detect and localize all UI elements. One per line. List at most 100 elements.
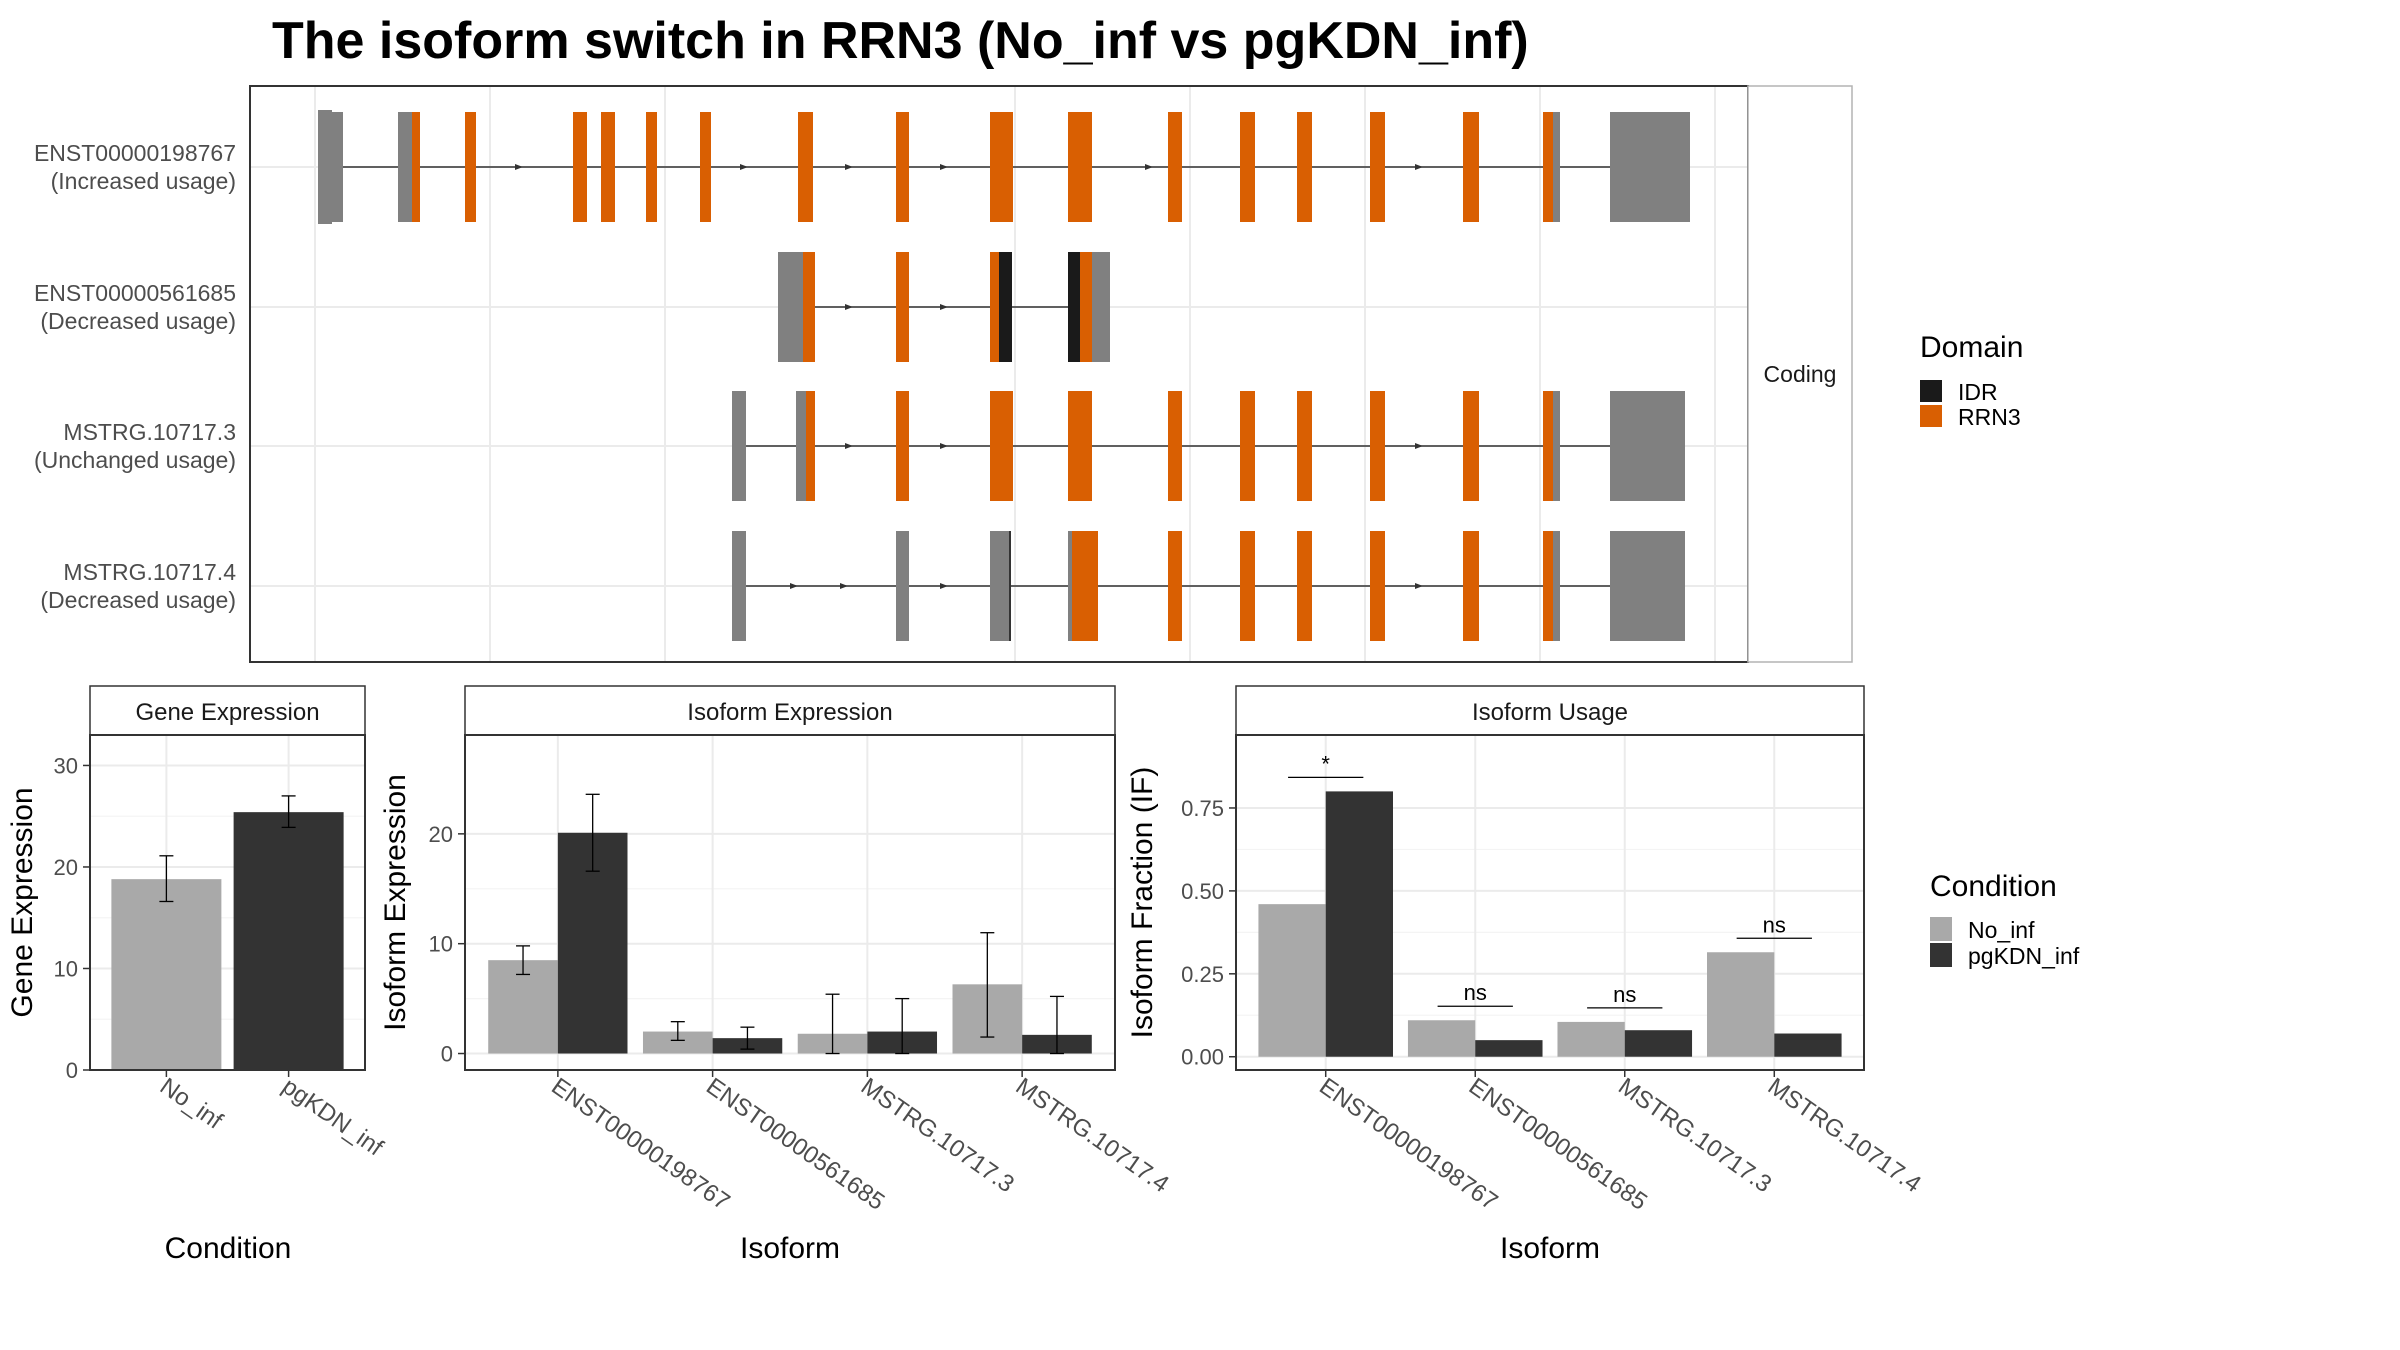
panel-strip: [89, 685, 366, 736]
transcript-labels: ENST00000198767(Increased usage) ENST0000…: [34, 140, 236, 613]
transcript-name-label: ENST00000198767: [34, 140, 236, 166]
bar-no_inf: [1707, 952, 1775, 1057]
strand-arrow: [740, 164, 748, 170]
transcript-usage-label: (Unchanged usage): [34, 447, 236, 473]
exon-rrn3: [896, 252, 909, 362]
exon-rrn3: [601, 112, 615, 222]
significance-label: ns: [1613, 982, 1636, 1007]
strand-arrow: [940, 164, 948, 170]
utr-block: [318, 110, 332, 224]
legend-swatch-idr: [1920, 380, 1942, 402]
x-tick-label: MSTRG.10717.4: [1763, 1073, 1926, 1198]
exon-utr: [331, 112, 343, 222]
panel-frame: [1235, 734, 1865, 1071]
exon-rrn3: [1168, 112, 1182, 222]
exon-rrn3: [1240, 391, 1255, 501]
utr-block: [1610, 558, 1685, 614]
transcript-usage-label: (Decreased usage): [40, 308, 236, 334]
exon-utr: [778, 252, 803, 362]
exon-rrn3: [1068, 112, 1092, 222]
legend-label-rrn3: RRN3: [1958, 404, 2021, 430]
y-axis-title: Gene Expression: [6, 787, 39, 1017]
exon-utr: [732, 391, 746, 501]
exon-rrn3: [798, 112, 813, 222]
transcript-usage-label: (Decreased usage): [40, 587, 236, 613]
x-tick-label: MSTRG.10717.4: [1011, 1073, 1174, 1198]
transcript-name-label: MSTRG.10717.4: [63, 559, 236, 585]
exon-rrn3: [1370, 112, 1385, 222]
chart-gene-expression: Gene Expression No_inf pgKDN_inf 0 10 20 30 Con…: [6, 685, 388, 1265]
exon-rrn3: [1168, 391, 1182, 501]
y-tick-label: 20: [54, 855, 78, 880]
y-tick-label: 20: [429, 822, 453, 847]
y-tick-label: 10: [54, 956, 78, 981]
bar-pgkdn_inf: [1475, 1040, 1543, 1057]
coding-strip: [1747, 85, 1853, 663]
exon-rrn3: [412, 112, 420, 222]
exon-rrn3: [1370, 531, 1385, 641]
exon-rrn3: [1463, 531, 1479, 641]
exon-rrn3: [803, 252, 815, 362]
chart-isoform-usage: Isoform Usage*ENST00000198767nsENST00000…: [1126, 685, 1926, 1265]
strand-arrow: [515, 164, 523, 170]
x-axis-title: Isoform: [740, 1232, 840, 1265]
exon-utr: [1092, 252, 1110, 362]
exon-utr: [732, 531, 746, 641]
exon-rrn3: [1543, 531, 1553, 641]
exon-rrn3: [896, 112, 909, 222]
y-tick-label: 0.00: [1181, 1045, 1224, 1070]
strand-arrow: [845, 443, 853, 449]
exon-rrn3: [990, 391, 1013, 501]
x-axis-title: Isoform: [1500, 1232, 1600, 1265]
significance-label: ns: [1763, 912, 1786, 937]
panel-strip-title: Isoform Expression: [687, 699, 892, 726]
significance-label: *: [1321, 751, 1330, 776]
bar-no_inf: [111, 879, 222, 1070]
significance-label: ns: [1464, 980, 1487, 1005]
x-tick-label: No_inf: [155, 1073, 228, 1135]
bar-no_inf: [1258, 904, 1326, 1057]
exon-rrn3: [896, 391, 909, 501]
bar-no_inf: [1557, 1021, 1625, 1057]
transcript-usage-label: (Increased usage): [51, 168, 236, 194]
exon-rrn3: [1543, 112, 1553, 222]
x-tick-label: pgKDN_inf: [277, 1073, 388, 1162]
exon-utr: [1553, 112, 1560, 222]
exon-rrn3: [1240, 531, 1255, 641]
x-tick-label: MSTRG.10717.3: [856, 1073, 1019, 1198]
domain-legend: Domain IDR RRN3: [1920, 331, 2023, 430]
condition-legend: Condition No_inf pgKDN_inf: [1930, 870, 2080, 969]
exon-idr: [999, 252, 1012, 362]
strand-arrow: [1415, 583, 1423, 589]
domain-legend-title: Domain: [1920, 331, 2023, 364]
exon-rrn3: [1463, 391, 1479, 501]
panel-frame: [464, 734, 1116, 1071]
strand-arrow: [845, 304, 853, 310]
exon-rrn3: [1543, 391, 1553, 501]
bar-no_inf: [488, 960, 558, 1054]
bar-pgkdn_inf: [1325, 791, 1393, 1057]
bar-pgkdn_inf: [1624, 1030, 1693, 1057]
exon-utr: [398, 112, 412, 222]
legend-swatch-rrn3: [1920, 405, 1942, 427]
panel-strip-title: Gene Expression: [135, 699, 319, 726]
exon-utr: [990, 531, 1010, 641]
panel-frame: [89, 734, 366, 1071]
y-tick-label: 0.50: [1181, 879, 1224, 904]
exon-rrn3: [806, 391, 815, 501]
bar-pgkdn_inf: [1774, 1033, 1842, 1057]
y-axis-title: Isoform Fraction (IF): [1126, 767, 1159, 1039]
legend-label-pgkdn-inf: pgKDN_inf: [1968, 943, 2080, 969]
exon-rrn3: [1370, 391, 1385, 501]
exon-rrn3: [1068, 391, 1092, 501]
strand-arrow: [840, 583, 848, 589]
strand-arrow: [940, 304, 948, 310]
y-tick-label: 0: [441, 1042, 453, 1067]
exon-rrn3: [573, 112, 587, 222]
utr-block: [1610, 418, 1685, 474]
exon-rrn3: [1080, 252, 1092, 362]
exon-rrn3: [700, 112, 711, 222]
transcript-name-label: MSTRG.10717.3: [63, 419, 236, 445]
panel-strip: [464, 685, 1116, 736]
